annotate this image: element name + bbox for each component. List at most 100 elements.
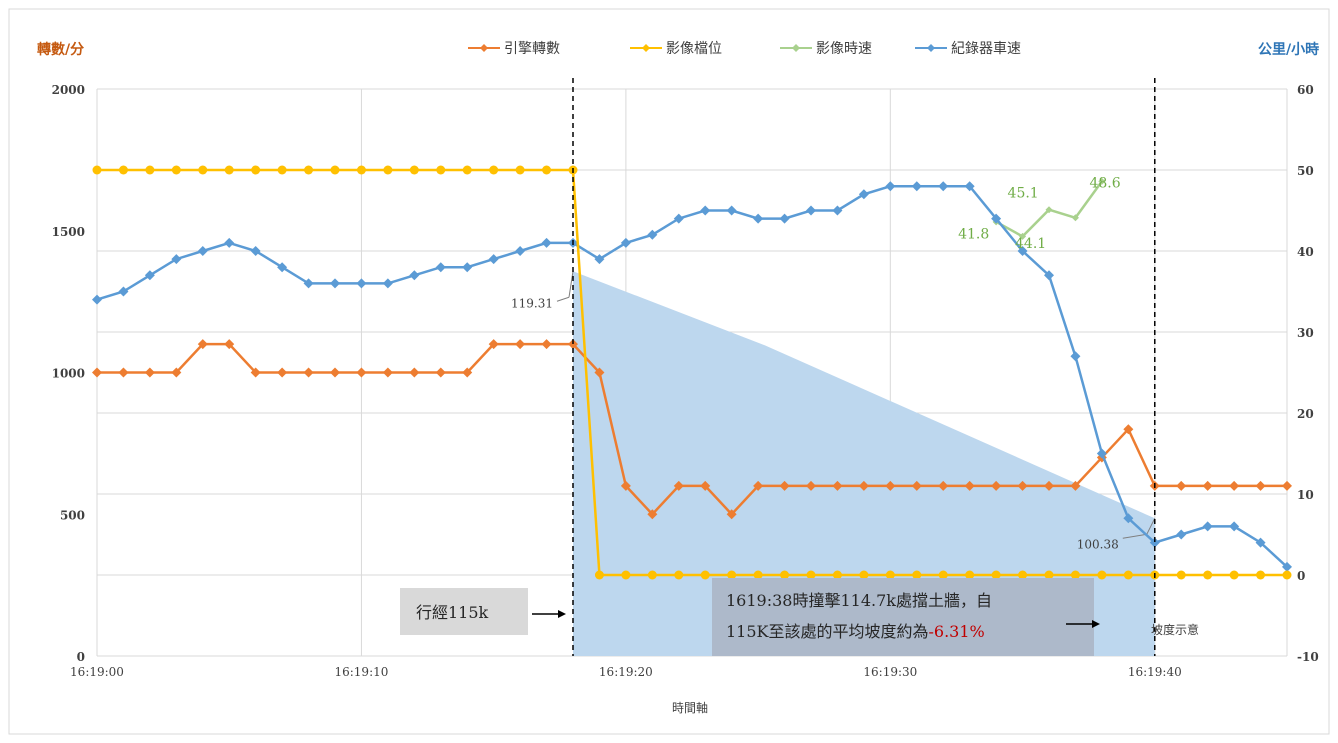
series-line xyxy=(96,184,1288,568)
annotation-impact: 1619:38時撞擊114.7k處擋土牆，自 115K至該處的平均坡度約為-6.… xyxy=(712,578,1100,656)
legend-label-video-speed: 影像時速 xyxy=(816,41,872,57)
data-point xyxy=(224,339,235,350)
data-point xyxy=(515,246,526,256)
data-point xyxy=(462,165,472,175)
data-point xyxy=(647,229,658,240)
data-point xyxy=(1149,537,1160,548)
video-speed-label: 45.1 xyxy=(1008,186,1039,202)
data-point xyxy=(382,278,393,289)
data-point xyxy=(1097,570,1107,580)
data-point xyxy=(277,165,287,175)
series-line xyxy=(97,168,1287,577)
data-point xyxy=(1070,351,1081,362)
data-point xyxy=(1176,570,1186,580)
data-point xyxy=(621,570,631,580)
slope-start-leader xyxy=(568,271,574,298)
data-point xyxy=(832,570,842,580)
data-point xyxy=(436,165,446,175)
slope-area xyxy=(573,271,1155,656)
data-point xyxy=(224,165,234,175)
data-point xyxy=(1070,480,1081,491)
data-point xyxy=(118,165,128,175)
slope-end-label: 100.38 xyxy=(1077,537,1119,551)
data-point xyxy=(118,286,129,297)
slope-legend-label: 坡度示意 xyxy=(1151,622,1199,637)
data-point xyxy=(92,294,102,305)
data-point xyxy=(435,367,446,378)
left-tick-label: 1000 xyxy=(52,367,85,381)
data-point xyxy=(965,570,975,580)
data-point xyxy=(753,213,764,224)
data-point xyxy=(1229,521,1240,532)
slope-end-leader xyxy=(1146,518,1156,535)
data-point xyxy=(620,480,631,491)
data-point xyxy=(1019,232,1027,240)
data-point xyxy=(912,570,922,580)
data-point xyxy=(1229,480,1240,491)
legend-label-gear: 影像檔位 xyxy=(666,41,722,57)
data-point xyxy=(1255,537,1266,548)
series-1 xyxy=(92,165,1292,580)
legend-label-rpm: 引擎轉數 xyxy=(504,41,560,57)
series-layer: 41.8 45.1 44.1 48.6 xyxy=(92,165,1292,580)
data-point xyxy=(145,165,155,175)
data-point xyxy=(250,367,261,378)
data-point xyxy=(806,480,816,491)
data-point xyxy=(832,480,843,491)
data-point xyxy=(488,339,499,350)
right-tick-label: 10 xyxy=(1297,488,1314,502)
data-point xyxy=(409,165,419,175)
data-point xyxy=(303,278,314,289)
data-point xyxy=(673,213,684,224)
left-tick-label: 2000 xyxy=(52,83,85,97)
data-point xyxy=(1045,206,1053,214)
legend-label-recorder-speed: 紀錄器車速 xyxy=(951,40,1021,57)
slope-legend-swatch xyxy=(1136,624,1147,635)
left-tick-label: 0 xyxy=(77,650,85,664)
data-point xyxy=(197,246,208,256)
data-point xyxy=(462,367,473,378)
legend-item-gear: 影像檔位 xyxy=(630,41,722,57)
slope-end-leader xyxy=(1122,533,1147,539)
data-point xyxy=(277,367,288,378)
tick-labels: -10 0 10 20 30 40 50 60 16:19:00 16:19:10 16:19:20… xyxy=(52,83,1319,679)
data-point xyxy=(700,480,711,491)
data-point xyxy=(779,480,790,491)
series-2 xyxy=(992,177,1106,240)
data-point xyxy=(462,262,473,273)
right-tick-label: 50 xyxy=(1297,164,1314,178)
data-point xyxy=(911,181,922,192)
data-point xyxy=(489,165,499,175)
data-point xyxy=(964,480,975,491)
data-point xyxy=(409,367,420,378)
right-tick-label: 20 xyxy=(1297,407,1314,421)
data-point xyxy=(938,480,949,491)
series-0 xyxy=(92,339,1292,520)
data-point xyxy=(409,270,420,281)
data-point xyxy=(620,237,631,248)
data-point xyxy=(118,367,129,378)
event-markers xyxy=(572,78,1156,656)
data-point xyxy=(594,254,605,265)
right-tick-label: 0 xyxy=(1297,569,1305,583)
data-point xyxy=(1018,570,1028,580)
data-point xyxy=(594,367,605,378)
data-point xyxy=(356,165,366,175)
data-point xyxy=(780,570,790,580)
data-point xyxy=(1017,246,1028,256)
data-point xyxy=(1071,214,1079,222)
data-point xyxy=(92,367,102,378)
data-point xyxy=(726,205,737,216)
data-point xyxy=(700,570,710,580)
data-point xyxy=(303,367,314,378)
x-tick-label: 16:19:40 xyxy=(1128,665,1182,679)
arrow-head-impact xyxy=(1092,620,1100,628)
data-point xyxy=(1256,570,1266,580)
arrow-head-pass xyxy=(558,610,566,618)
data-point xyxy=(250,246,261,256)
data-point xyxy=(568,339,578,350)
data-point xyxy=(171,367,182,378)
x-tick-label: 16:19:10 xyxy=(334,665,388,679)
data-point xyxy=(1017,480,1028,491)
